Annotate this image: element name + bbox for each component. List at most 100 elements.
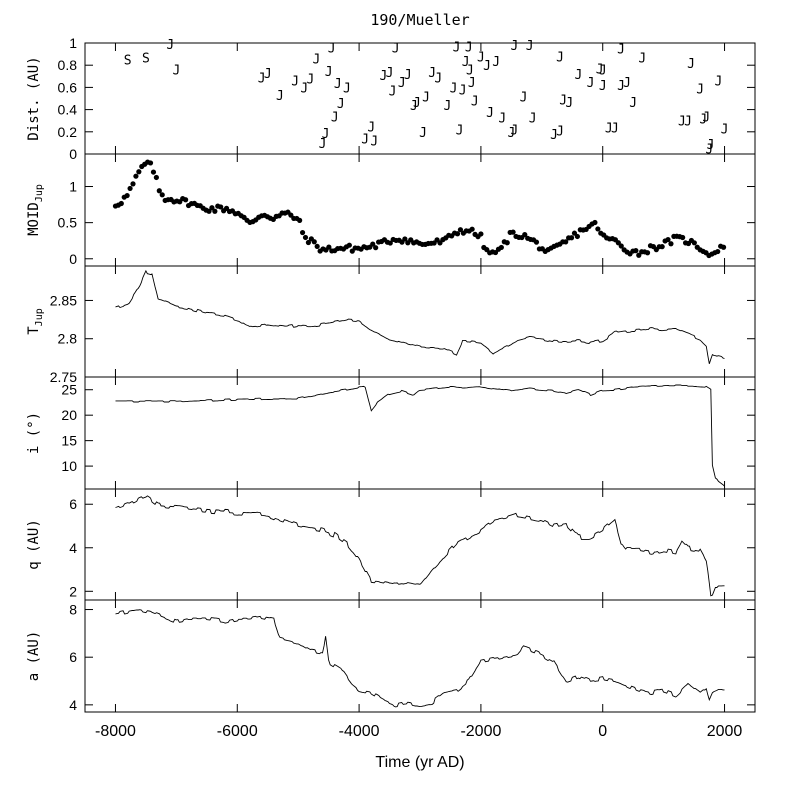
- encounter-saturn-marker: S: [124, 54, 132, 69]
- moid-point: [147, 160, 154, 166]
- moid-point: [595, 226, 601, 232]
- y-tick-label-inc: 20: [61, 407, 77, 423]
- encounter-jupiter-marker: J: [404, 68, 412, 83]
- encounter-jupiter-marker: J: [611, 121, 619, 136]
- moid-point: [183, 197, 189, 203]
- encounter-jupiter-marker: J: [599, 79, 607, 94]
- moid-point: [668, 241, 674, 247]
- moid-point: [457, 227, 464, 233]
- encounter-jupiter-marker: J: [291, 75, 299, 90]
- moid-point: [297, 217, 303, 223]
- moid-point: [633, 248, 639, 254]
- moid-point: [130, 181, 136, 187]
- y-tick-label-a: 4: [69, 697, 77, 713]
- y-tick-label-dist: 0.8: [58, 57, 78, 73]
- encounter-jupiter-marker: J: [319, 137, 327, 152]
- encounter-jupiter-marker: J: [398, 76, 406, 91]
- x-tick-label: -4000: [339, 723, 380, 740]
- encounter-jupiter-marker: J: [471, 95, 479, 110]
- y-tick-label-tjup: 2.85: [50, 292, 77, 308]
- encounter-jupiter-marker: J: [596, 63, 604, 78]
- moid-point: [159, 192, 165, 198]
- encounter-jupiter-marker: J: [492, 55, 500, 70]
- moid-point: [680, 234, 686, 241]
- moid-point: [153, 174, 159, 181]
- y-tick-label-dist: 0.6: [58, 79, 78, 95]
- moid-point: [118, 200, 124, 207]
- moid-point: [510, 229, 516, 235]
- series-line-inc: [115, 384, 725, 487]
- moid-point: [370, 241, 376, 247]
- moid-point: [127, 185, 133, 192]
- panel-inc: 10 15 20 25 i (°): [26, 376, 756, 490]
- y-tick-label-moid: 0.5: [58, 215, 78, 231]
- encounter-jupiter-marker: J: [322, 127, 330, 142]
- x-axis-label: Time (yr AD): [375, 754, 464, 771]
- panel-frame-q: [84, 488, 756, 601]
- moid-point: [206, 208, 212, 214]
- y-tick-label-tjup: 2.8: [58, 331, 78, 347]
- moid-point: [299, 229, 306, 236]
- moid-point: [636, 252, 642, 258]
- y-axis-label-inc: i (°): [26, 412, 42, 454]
- encounter-jupiter-marker: J: [456, 124, 464, 139]
- encounter-jupiter-marker: J: [638, 51, 646, 66]
- encounter-jupiter-marker: J: [413, 96, 421, 111]
- encounter-jupiter-marker: J: [477, 50, 485, 65]
- encounter-jupiter-marker: J: [306, 73, 314, 88]
- encounter-jupiter-marker: J: [486, 106, 494, 121]
- encounter-jupiter-marker: J: [328, 41, 336, 56]
- x-tick-label: 2000: [707, 723, 743, 740]
- encounter-jupiter-marker: J: [696, 83, 704, 98]
- y-axis-label-a: a (AU): [26, 631, 42, 682]
- encounter-jupiter-marker: J: [684, 115, 692, 130]
- y-tick-label-moid: 0: [69, 251, 77, 267]
- y-axis-label-sub-moid: Jup: [34, 184, 45, 202]
- encounter-jupiter-marker: J: [276, 89, 284, 104]
- encounter-jupiter-marker: J: [629, 96, 637, 111]
- encounter-jupiter-marker: J: [574, 68, 582, 83]
- encounter-jupiter-marker: J: [707, 138, 715, 153]
- encounter-jupiter-marker: J: [617, 79, 625, 94]
- chart-title: 190/Mueller: [370, 11, 469, 29]
- encounter-jupiter-marker: J: [325, 65, 333, 80]
- encounter-jupiter-marker: J: [468, 76, 476, 91]
- moid-point: [715, 248, 721, 255]
- encounter-jupiter-marker: J: [510, 124, 518, 139]
- y-tick-label-inc: 10: [61, 458, 77, 474]
- moid-point: [498, 244, 504, 251]
- series-line-a: [115, 609, 725, 708]
- encounter-jupiter-marker: J: [556, 50, 564, 65]
- moid-point: [574, 233, 580, 240]
- encounter-jupiter-marker: J: [510, 39, 518, 54]
- moid-point: [150, 169, 157, 175]
- moid-point: [644, 250, 651, 256]
- encounter-jupiter-marker: J: [361, 132, 369, 147]
- moid-point: [314, 243, 320, 250]
- moid-point: [311, 239, 317, 245]
- encounter-jupiter-marker: J: [450, 81, 458, 96]
- encounter-jupiter-marker: J: [380, 69, 388, 84]
- moid-point: [156, 188, 162, 194]
- encounter-jupiter-marker: J: [428, 66, 436, 81]
- encounter-jupiter-marker: J: [331, 110, 339, 125]
- panel-a: 4 6 8 a (AU) -8000 -6000 -4000 -2000 0 2000: [26, 599, 756, 740]
- moid-point: [504, 240, 510, 246]
- panel-moid: 0 0.5 1 MOIDJup: [26, 153, 756, 267]
- encounter-jupiter-marker: J: [498, 111, 506, 126]
- encounter-jupiter-marker: J: [410, 99, 418, 114]
- y-axis-label-q: q (AU): [26, 519, 42, 570]
- encounter-jupiter-marker: J: [422, 90, 430, 105]
- moid-point: [720, 244, 727, 250]
- y-tick-label-a: 6: [69, 649, 77, 665]
- moid-point: [133, 173, 139, 179]
- encounter-jupiter-marker: J: [550, 128, 558, 143]
- x-tick-label: -8000: [95, 723, 136, 740]
- moid-point: [563, 239, 569, 245]
- moid-point: [212, 208, 218, 214]
- y-tick-label-inc: 15: [61, 433, 77, 449]
- y-tick-label-tjup: 2.75: [50, 369, 77, 385]
- encounter-jupiter-marker: J: [526, 39, 534, 54]
